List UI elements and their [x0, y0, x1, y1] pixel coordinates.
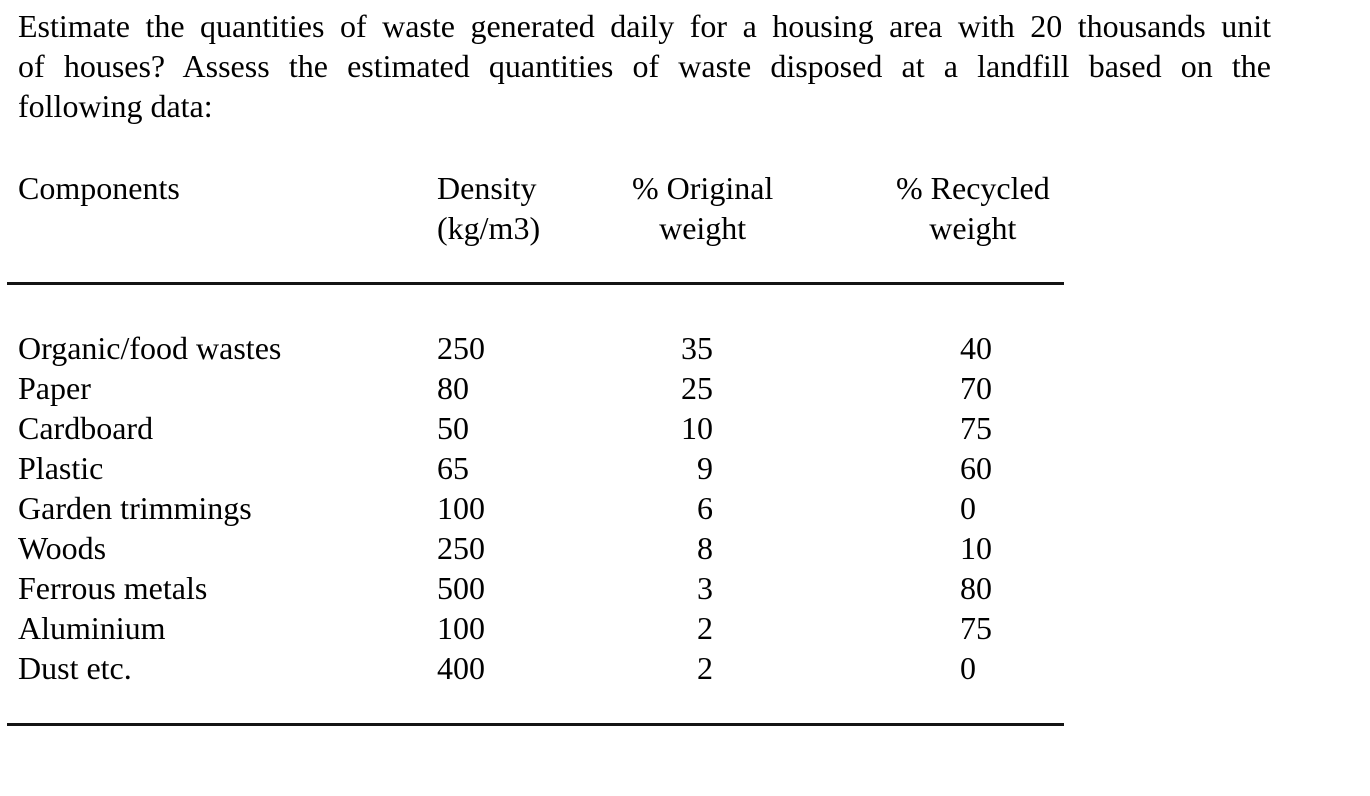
table-row: Aluminium 100 2 75: [0, 608, 1370, 648]
recycled-weight-cell: 0: [960, 490, 976, 526]
density-cell: 100: [437, 610, 485, 646]
column-header-original-weight: % Original weight: [632, 168, 773, 248]
component-cell: Woods: [18, 530, 107, 566]
density-cell: 80: [437, 370, 469, 406]
problem-statement: Estimate the quantities of waste generat…: [18, 6, 1271, 126]
recycled-weight-cell: 60: [960, 450, 992, 486]
recycled-weight-cell: 0: [960, 650, 976, 686]
recycled-weight-cell: 75: [960, 410, 992, 446]
density-cell: 65: [437, 450, 469, 486]
table-row: Woods 250 8 10: [0, 528, 1370, 568]
original-weight-cell: 9: [697, 450, 713, 486]
column-header-label: weight: [659, 210, 747, 246]
column-header-unit: (kg/m3): [437, 210, 541, 246]
density-cell: 250: [437, 330, 485, 366]
original-weight-cell: 6: [697, 490, 713, 526]
density-cell: 250: [437, 530, 485, 566]
column-header-label: % Recycled: [896, 170, 1050, 206]
table-row: Dust etc. 400 2 0: [0, 648, 1370, 688]
column-header-label: Density: [437, 170, 537, 206]
component-cell: Organic/food wastes: [18, 330, 282, 366]
component-cell: Dust etc.: [18, 650, 132, 686]
table-row: Garden trimmings 100 6 0: [0, 488, 1370, 528]
table-row: Cardboard 50 10 75: [0, 408, 1370, 448]
component-cell: Aluminium: [18, 610, 166, 646]
original-weight-cell: 25: [681, 370, 713, 406]
density-cell: 400: [437, 650, 485, 686]
table-row: Ferrous metals 500 3 80: [0, 568, 1370, 608]
density-cell: 100: [437, 490, 485, 526]
recycled-weight-cell: 80: [960, 570, 992, 606]
original-weight-cell: 2: [697, 650, 713, 686]
table-row: Plastic 65 9 60: [0, 448, 1370, 488]
column-header-recycled-weight: % Recycled weight: [896, 168, 1050, 248]
original-weight-cell: 2: [697, 610, 713, 646]
density-cell: 500: [437, 570, 485, 606]
table-top-rule: [7, 282, 1064, 285]
recycled-weight-cell: 75: [960, 610, 992, 646]
table-bottom-rule: [7, 723, 1064, 726]
original-weight-cell: 8: [697, 530, 713, 566]
recycled-weight-cell: 10: [960, 530, 992, 566]
column-header-label: weight: [929, 210, 1017, 246]
column-header-label: Components: [18, 170, 180, 206]
column-header-density: Density (kg/m3): [437, 168, 540, 248]
problem-line-2: of houses? Assess the estimated quantiti…: [18, 48, 1271, 84]
recycled-weight-cell: 70: [960, 370, 992, 406]
waste-components-table: Organic/food wastes 250 35 40 Paper 80 2…: [0, 328, 1370, 688]
column-header-components: Components: [18, 168, 180, 208]
component-cell: Cardboard: [18, 410, 154, 446]
component-cell: Ferrous metals: [18, 570, 208, 606]
table-row: Paper 80 25 70: [0, 368, 1370, 408]
component-cell: Paper: [18, 370, 91, 406]
original-weight-cell: 35: [681, 330, 713, 366]
problem-line-3: following data:: [18, 88, 213, 124]
original-weight-cell: 3: [697, 570, 713, 606]
column-header-label: % Original: [632, 170, 774, 206]
table-row: Organic/food wastes 250 35 40: [0, 328, 1370, 368]
component-cell: Plastic: [18, 450, 104, 486]
density-cell: 50: [437, 410, 469, 446]
original-weight-cell: 10: [681, 410, 713, 446]
problem-line-1: Estimate the quantities of waste generat…: [18, 8, 1271, 44]
component-cell: Garden trimmings: [18, 490, 252, 526]
recycled-weight-cell: 40: [960, 330, 992, 366]
